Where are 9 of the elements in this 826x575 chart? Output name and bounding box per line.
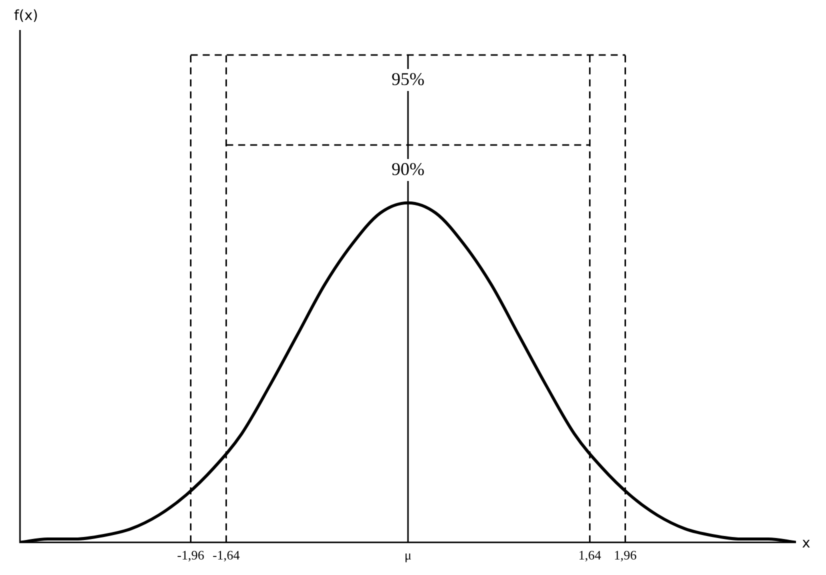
text: f(x) [14,8,38,24]
text: 90% [392,159,424,179]
x-tick-label: μ [404,548,412,563]
x-tick-label: -1,64 [212,548,240,563]
x-tick-label: 1,64 [578,548,602,563]
x-axis-title: x [802,535,810,552]
text: 95% [392,69,424,89]
x-tick-label: 1,96 [614,548,638,563]
x-tick-label: -1,96 [177,548,205,563]
